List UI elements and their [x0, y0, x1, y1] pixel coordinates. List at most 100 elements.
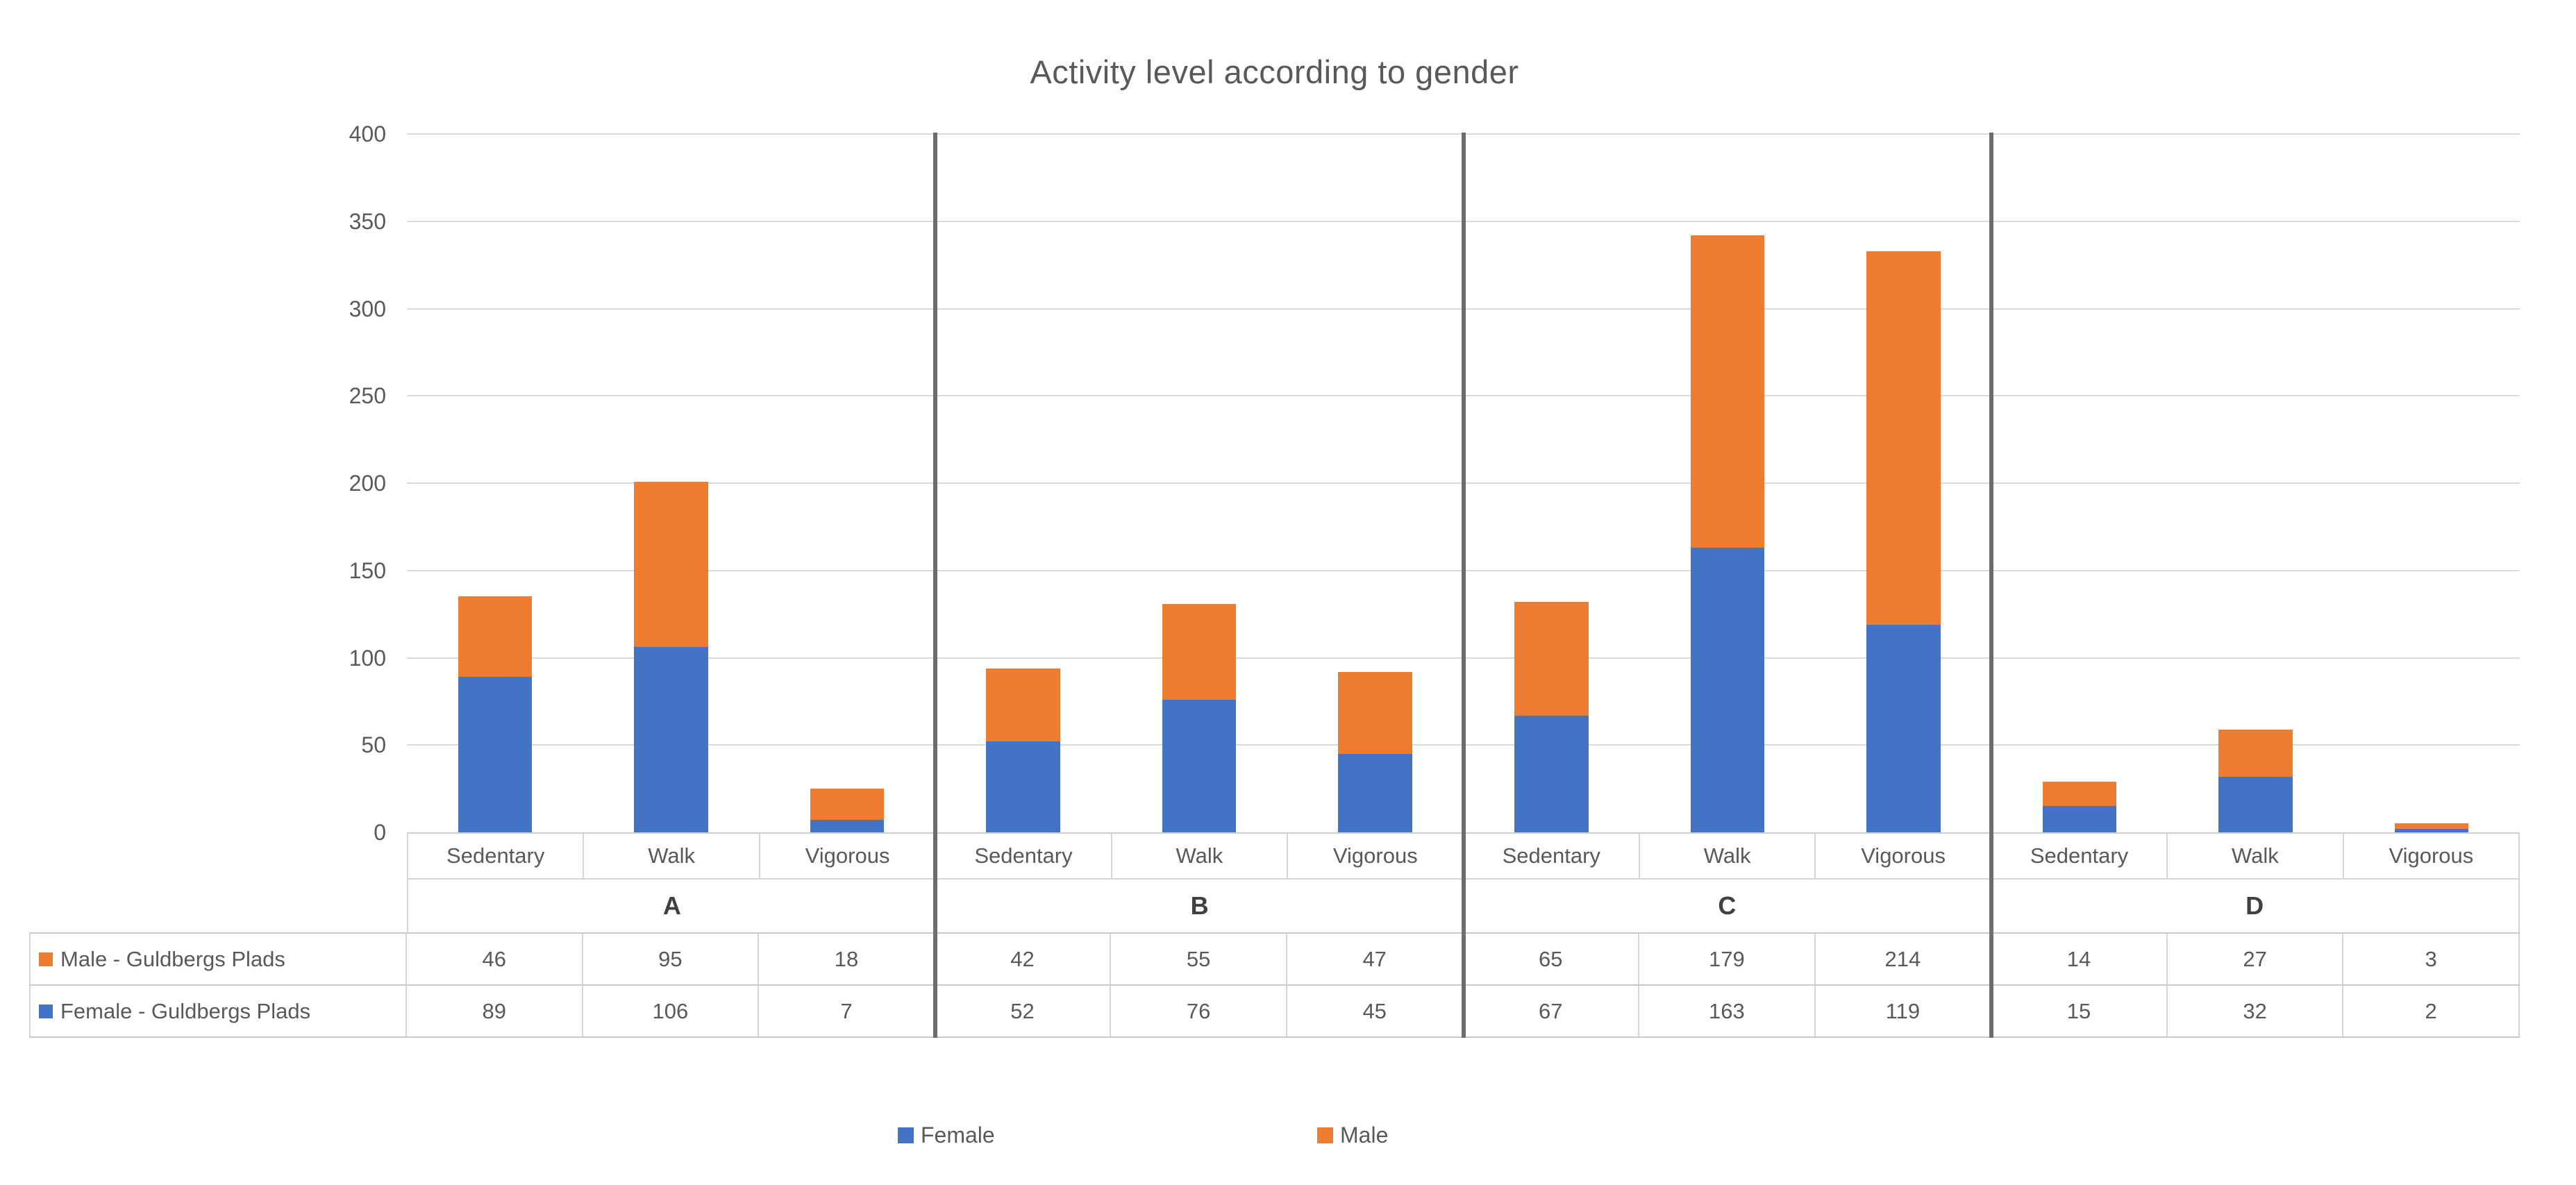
stacked-bar [634, 481, 708, 832]
bar-segment-male [986, 668, 1060, 742]
legend-label: Female [921, 1122, 995, 1148]
x-axis-category-label: Sedentary [936, 834, 1112, 878]
bar-series-layer [407, 134, 2520, 832]
male-swatch-icon [1317, 1127, 1333, 1143]
x-axis-group-label: A [662, 891, 681, 920]
x-axis-category-label: Sedentary [1464, 834, 1640, 878]
table-value-cell: 89 [407, 986, 583, 1036]
bar-group [1991, 134, 2168, 832]
table-row-male: Male - Guldbergs Plads 46 95 18 42 55 47 65 179 2… [29, 934, 2520, 986]
table-value-cell: 55 [1111, 934, 1287, 984]
y-axis-tick-label: 300 [349, 296, 386, 321]
table-value-cell: 18 [759, 934, 935, 984]
table-value-cell: 95 [583, 934, 760, 984]
bar-segment-female [1866, 624, 1941, 832]
table-value-cell: 65 [1463, 934, 1640, 984]
legend-label: Male [1340, 1122, 1389, 1148]
bar-segment-male [2042, 782, 2117, 807]
bar-segment-female [1690, 548, 1765, 832]
row-label: Female - Guldbergs Plads [29, 986, 407, 1036]
y-axis-tick-label: 250 [349, 383, 386, 409]
bar-segment-male [634, 481, 708, 648]
chart-title: Activity level according to gender [1030, 53, 1519, 90]
table-value-cell: 15 [1991, 986, 2168, 1036]
bar-segment-female [1338, 753, 1412, 832]
bar-group [583, 134, 760, 832]
bar-segment-male [1866, 251, 1941, 625]
table-value-cell: 179 [1639, 934, 1816, 984]
table-value-cell: 7 [759, 986, 935, 1036]
bar-segment-female [1514, 715, 1589, 832]
table-value-cell: 67 [1463, 986, 1640, 1036]
table-value-cell: 32 [2168, 986, 2344, 1036]
bar-segment-female [2042, 806, 2117, 832]
legend-item-male: Male [1317, 1119, 1388, 1151]
table-value-cell: 76 [1111, 986, 1287, 1036]
x-axis-category-label: Vigorous [1288, 834, 1464, 878]
bar-segment-male [1338, 671, 1412, 754]
stacked-bar [1514, 602, 1589, 832]
table-value-cell: 46 [407, 934, 583, 984]
bar-segment-female [634, 647, 708, 832]
bar-group [2343, 134, 2520, 832]
stacked-bar [2218, 729, 2293, 832]
bar-segment-male [2394, 823, 2469, 829]
bar-segment-male [458, 596, 533, 678]
y-axis-tick-label: 50 [361, 732, 386, 758]
stacked-bar [1162, 603, 1237, 832]
legend-item-female: Female [898, 1119, 995, 1151]
table-value-cell: 27 [2168, 934, 2344, 984]
table-value-cell: 106 [583, 986, 760, 1036]
table-value-cell: 42 [935, 934, 1112, 984]
x-axis-group-band: A B C D [407, 880, 2520, 932]
table-value-cell: 2 [2343, 986, 2520, 1036]
legend: Female Male [0, 1119, 2576, 1151]
row-label: Male - Guldbergs Plads [29, 934, 407, 984]
stacked-bar [986, 668, 1060, 832]
x-axis-category-label: Vigorous [760, 834, 937, 878]
bar-segment-male [2218, 729, 2293, 777]
table-value-cell: 14 [1991, 934, 2168, 984]
row-label-text: Female - Guldbergs Plads [60, 998, 311, 1023]
bar-segment-male [810, 789, 885, 821]
bar-group [2168, 134, 2344, 832]
table-value-cell: 45 [1287, 986, 1464, 1036]
stacked-bar [2042, 782, 2117, 832]
group-separator-line [1461, 133, 1466, 1038]
bar-segment-female [986, 741, 1060, 832]
legend-key-male-icon [39, 952, 53, 966]
bar-segment-male [1514, 602, 1589, 716]
bar-group [935, 134, 1112, 832]
bar-segment-female [1162, 699, 1237, 832]
bar-segment-male [1690, 235, 1765, 548]
stacked-bar [2394, 823, 2469, 832]
x-axis-category-label: Walk [2168, 834, 2344, 878]
y-axis-tick-label: 150 [349, 557, 386, 583]
legend-key-female-icon [39, 1004, 53, 1018]
x-axis-category-label: Sedentary [408, 834, 585, 878]
y-axis-tick-label: 350 [349, 208, 386, 234]
group-separator-line [932, 133, 937, 1038]
x-axis-group-label: B [1190, 891, 1209, 920]
table-value-cell: 163 [1639, 986, 1816, 1036]
x-axis-category-label: Walk [1112, 834, 1289, 878]
x-axis-group-label: D [2245, 891, 2264, 920]
stacked-bar [1690, 235, 1765, 832]
stacked-bar [1866, 251, 1941, 832]
bar-group [1111, 134, 1287, 832]
stacked-bar [810, 789, 885, 832]
table-value-cell: 47 [1287, 934, 1464, 984]
table-value-cell: 52 [935, 986, 1112, 1036]
row-label-text: Male - Guldbergs Plads [60, 946, 285, 971]
table-row-female: Female - Guldbergs Plads 89 106 7 52 76 45 67 16… [29, 986, 2520, 1038]
bar-segment-female [810, 820, 885, 832]
y-axis-tick-label: 0 [374, 820, 386, 845]
x-axis-category-label: Vigorous [1816, 834, 1992, 878]
stacked-bar [458, 596, 533, 832]
x-axis-category-label: Sedentary [1992, 834, 2168, 878]
x-axis-group-label: C [1718, 891, 1737, 920]
x-axis-category-label: Walk [1640, 834, 1816, 878]
bar-segment-female [2394, 828, 2469, 832]
bar-group [1463, 134, 1639, 832]
